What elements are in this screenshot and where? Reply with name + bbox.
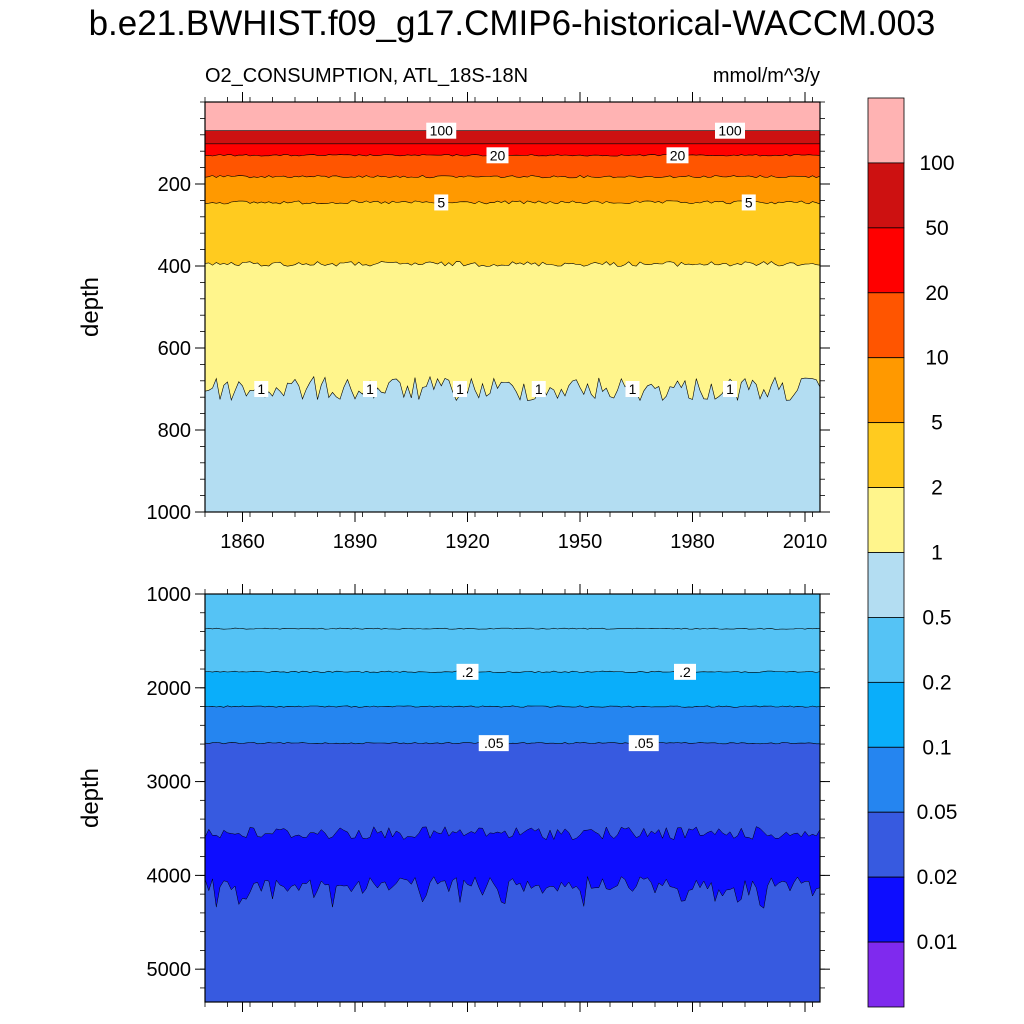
colorbar: 100 50 20 10 5 2 1 0.5 0.2 0.1 0.05 0.02 0.01 <box>867 97 958 1008</box>
svg-text:5: 5 <box>745 194 753 210</box>
ytick-label-upper-4: 1000 <box>147 502 192 524</box>
svg-text:1: 1 <box>456 381 464 397</box>
colorbar-swatch-12 <box>867 876 905 943</box>
subtitle-units: mmol/m^3/y <box>713 65 820 87</box>
colorbar-swatch-7 <box>867 552 905 618</box>
svg-text:1: 1 <box>366 381 374 397</box>
xtick-label-2: 1920 <box>445 531 490 553</box>
colorbar-swatch-3 <box>867 292 905 359</box>
ytick-label-upper-0: 200 <box>158 174 191 196</box>
svg-text:20: 20 <box>670 147 686 163</box>
figure-title: b.e21.BWHIST.f09_g17.CMIP6-historical-WA… <box>89 4 936 43</box>
contour-label-1-3: 1 <box>531 381 546 397</box>
svg-text:1: 1 <box>257 381 265 397</box>
contour-label-0.05-0: .05 <box>478 735 509 752</box>
contour-label-1-0: 1 <box>254 381 269 397</box>
colorbar-label-6: 1 <box>931 542 943 565</box>
colorbar-swatch-2 <box>867 227 905 294</box>
ytick-label-lower-0: 1000 <box>147 584 192 606</box>
contour-line-10 <box>205 175 820 179</box>
svg-text:100: 100 <box>430 123 454 139</box>
colorbar-label-10: 0.05 <box>917 801 958 824</box>
xtick-label-5: 2010 <box>783 531 828 553</box>
subtitle-variable: O2_CONSUMPTION, ATL_18S-18N <box>205 65 528 87</box>
svg-text:20: 20 <box>490 147 506 163</box>
colorbar-swatch-1 <box>867 162 905 229</box>
svg-text:100: 100 <box>718 123 742 139</box>
colorbar-swatch-6 <box>867 487 905 553</box>
ytick-label-upper-1: 400 <box>158 256 191 278</box>
contour-line-5 <box>205 200 820 205</box>
contour-line-1 <box>205 375 820 402</box>
contour-label-1-4: 1 <box>625 381 640 397</box>
contour-line-0.5 <box>205 627 820 630</box>
colorbar-swatch-11 <box>867 811 905 878</box>
colorbar-swatch-8 <box>867 617 905 683</box>
ylabel-upper: depth <box>77 277 104 337</box>
colorbar-label-1: 50 <box>925 217 948 240</box>
contour-label-0.2-0: .2 <box>456 663 479 680</box>
colorbar-label-2: 20 <box>925 282 948 305</box>
ylabel-lower: depth <box>77 768 104 828</box>
colorbar-label-5: 2 <box>931 477 943 500</box>
colorbar-swatch-0 <box>867 97 905 164</box>
band-upper-1 <box>205 376 820 512</box>
contour-label-0.05-1: .05 <box>628 735 659 752</box>
contour-label-100-1: 100 <box>715 122 745 139</box>
contour-label-5-1: 5 <box>741 194 756 211</box>
contour-label-20-1: 20 <box>666 147 689 164</box>
plot-frame-lower <box>204 593 821 1003</box>
contour-label-1-2: 1 <box>453 381 467 397</box>
svg-text:.2: .2 <box>679 664 691 680</box>
ytick-label-upper-3: 800 <box>158 420 191 442</box>
ytick-label-lower-1: 2000 <box>147 678 192 700</box>
colorbar-label-12: 0.01 <box>917 931 958 954</box>
contour-line-0.05 <box>205 742 820 745</box>
xtick-label-4: 1980 <box>670 531 715 553</box>
ytick-label-upper-2: 600 <box>158 338 191 360</box>
ytick-label-lower-3: 4000 <box>147 865 192 887</box>
xtick-label-3: 1950 <box>558 531 603 553</box>
plot-frame-upper <box>204 101 821 513</box>
svg-text:1: 1 <box>726 381 734 397</box>
svg-text:.2: .2 <box>462 664 474 680</box>
lower-contour-panel: .2 .2 .05 .05 1000 2000 3000 4000 5000 depth <box>77 584 830 1012</box>
svg-text:1: 1 <box>535 381 543 397</box>
upper-contour-panel: 100 100 20 20 5 5 1 1 1 1 1 1 200 400 600 800 1000 1860 18… <box>77 92 830 553</box>
svg-text:.05: .05 <box>484 735 504 751</box>
svg-text:1: 1 <box>629 381 637 397</box>
contour-line-0.1 <box>205 705 820 708</box>
colorbar-swatch-13 <box>867 941 905 1008</box>
contour-label-0.2-1: .2 <box>674 663 696 680</box>
contour-label-1-1: 1 <box>363 381 377 397</box>
ytick-label-lower-4: 5000 <box>147 959 192 981</box>
xtick-label-0: 1860 <box>220 531 265 553</box>
contour-label-20-0: 20 <box>486 147 509 164</box>
contour-label-5-0: 5 <box>434 194 449 211</box>
svg-text:.05: .05 <box>634 735 654 751</box>
colorbar-swatch-10 <box>867 746 905 813</box>
colorbar-swatch-9 <box>867 681 905 748</box>
colorbar-label-11: 0.02 <box>917 866 958 889</box>
colorbar-label-8: 0.2 <box>922 671 951 694</box>
contour-line-0.2 <box>205 670 820 673</box>
colorbar-label-7: 0.5 <box>922 606 951 629</box>
colorbar-swatch-4 <box>867 357 905 424</box>
contour-line-2 <box>205 261 820 267</box>
colorbar-swatch-5 <box>867 422 905 488</box>
svg-text:5: 5 <box>437 194 445 210</box>
band-lower-0.02 <box>205 826 820 909</box>
xtick-label-1: 1890 <box>333 531 378 553</box>
contour-label-1-5: 1 <box>723 381 737 397</box>
contour-line-20 <box>205 154 820 157</box>
colorbar-label-9: 0.1 <box>922 736 951 759</box>
colorbar-label-0: 100 <box>919 152 954 175</box>
ytick-label-lower-2: 3000 <box>147 772 192 794</box>
colorbar-label-3: 10 <box>925 347 948 370</box>
colorbar-label-4: 5 <box>931 412 943 435</box>
contour-label-100-0: 100 <box>426 122 457 139</box>
